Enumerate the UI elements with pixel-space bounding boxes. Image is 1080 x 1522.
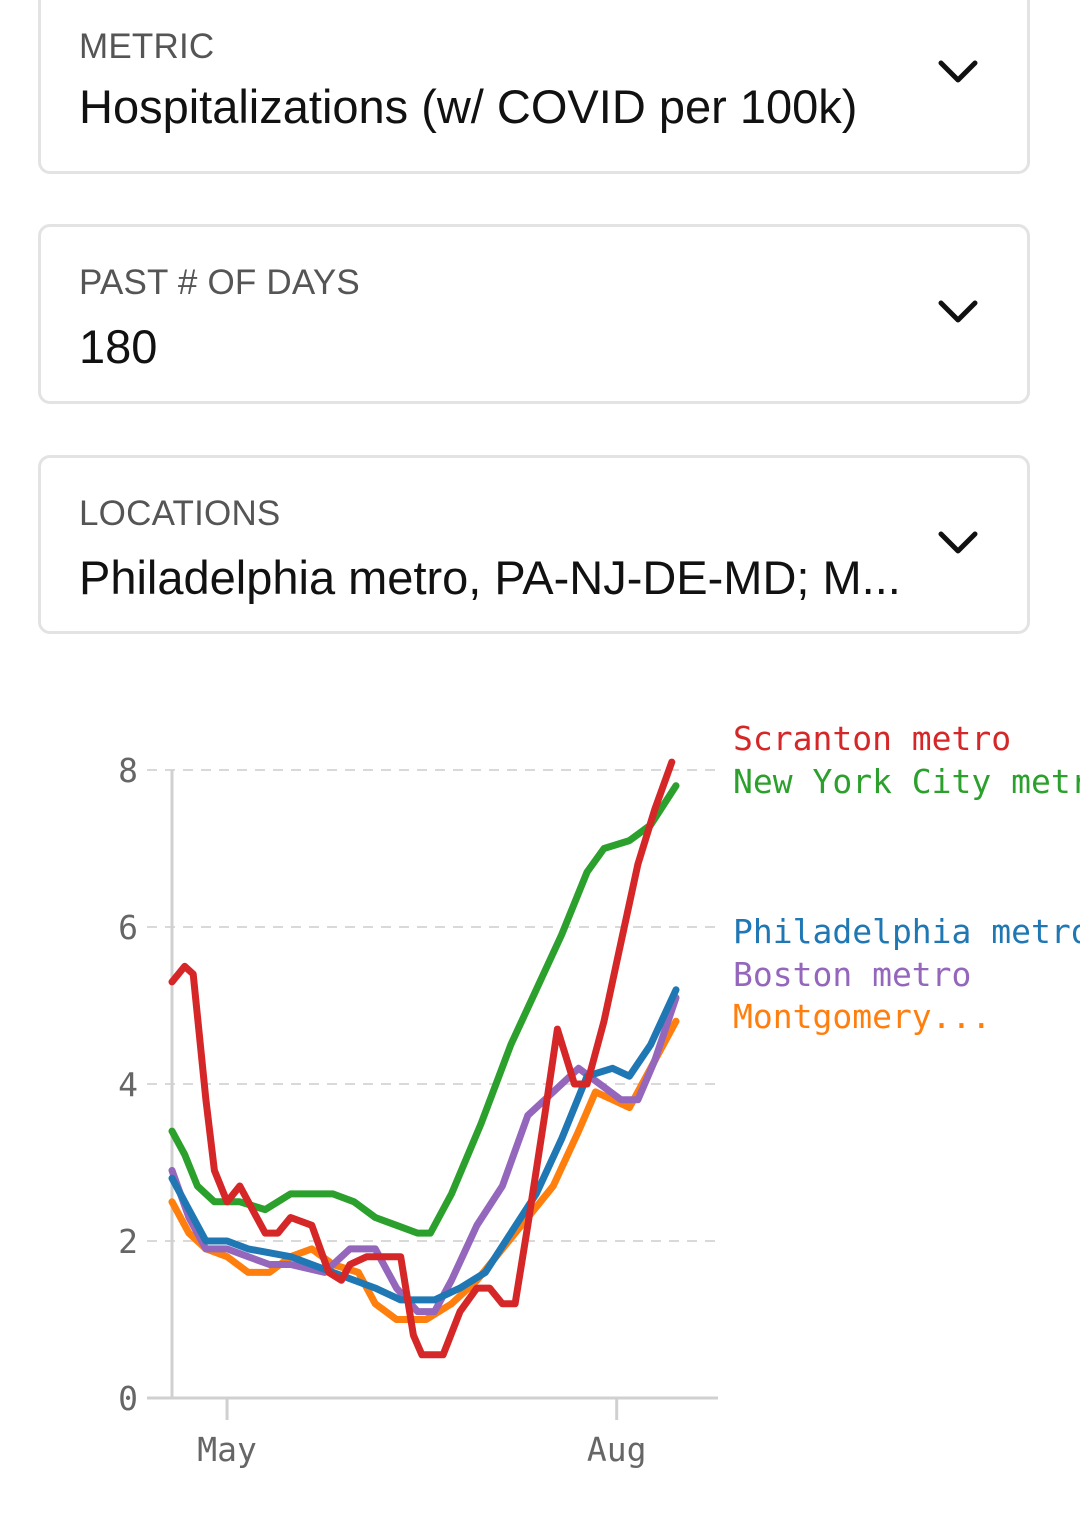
hospitalizations-chart: 0 2 4 6 8 May Aug Scranton metro New York City m… [118, 719, 1080, 1469]
chevron-down-icon [938, 300, 978, 323]
chevron-down-icon [938, 60, 978, 83]
legend-label-philadelphia-metro: Philadelphia metro [733, 912, 1080, 951]
y-tick-label: 6 [118, 908, 138, 947]
days-caption: PAST # OF DAYS [79, 263, 360, 302]
metric-select[interactable]: METRIC Hospitalizations (w/ COVID per 10… [38, 0, 1030, 174]
metric-caption: METRIC [79, 27, 215, 66]
series-line-new-york-city-metro [168, 782, 680, 1237]
legend-label-boston-metro: Boston metro [733, 955, 971, 994]
y-tick-label: 2 [118, 1222, 138, 1261]
legend-label-montgomery: Montgomery... [733, 997, 991, 1036]
metric-value: Hospitalizations (w/ COVID per 100k) [79, 80, 858, 133]
chevron-down-icon [938, 531, 978, 554]
locations-caption: LOCATIONS [79, 494, 281, 533]
x-tick-label: Aug [587, 1430, 647, 1469]
days-select[interactable]: PAST # OF DAYS 180 [38, 224, 1030, 404]
legend-label-new-york-city-metro: New York City metro [733, 762, 1080, 801]
legend-label-scranton-metro: Scranton metro [733, 719, 1011, 758]
y-tick-label: 0 [118, 1379, 138, 1418]
series-line-boston-metro [168, 994, 680, 1316]
series-line-montgomery [168, 1017, 680, 1323]
locations-select[interactable]: LOCATIONS Philadelphia metro, PA-NJ-DE-M… [38, 455, 1030, 634]
series-line-philadelphia-metro [168, 986, 680, 1304]
y-tick-label: 8 [118, 751, 138, 790]
days-value: 180 [79, 320, 158, 373]
y-tick-label: 4 [118, 1065, 138, 1104]
locations-value: Philadelphia metro, PA-NJ-DE-MD; M... [79, 551, 901, 604]
x-tick-label: May [197, 1430, 257, 1469]
series-line-scranton-metro [168, 758, 676, 1359]
